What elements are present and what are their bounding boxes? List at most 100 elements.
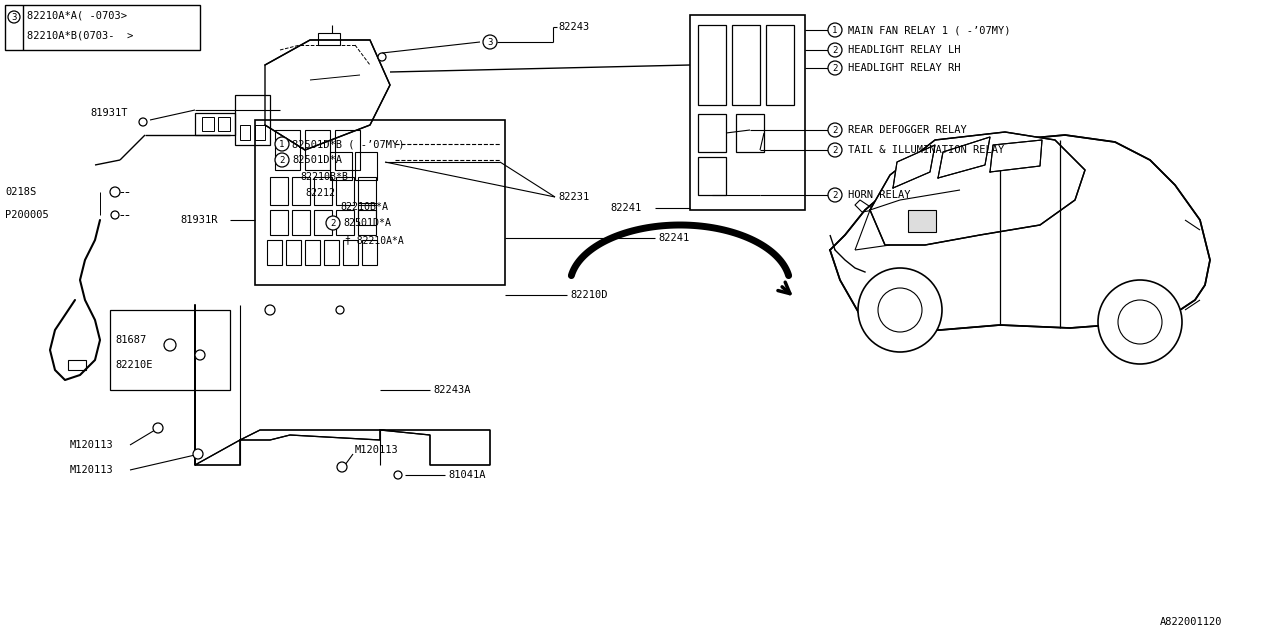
Bar — [314, 210, 332, 235]
Text: † 82210A*A: † 82210A*A — [346, 235, 403, 245]
Bar — [362, 240, 378, 265]
Bar — [358, 177, 376, 205]
Text: M120113: M120113 — [70, 465, 114, 475]
Text: MAIN FAN RELAY 1 ( -’07MY): MAIN FAN RELAY 1 ( -’07MY) — [849, 25, 1010, 35]
Text: 1: 1 — [279, 140, 284, 148]
Polygon shape — [265, 40, 390, 150]
Bar — [314, 177, 332, 205]
Circle shape — [828, 143, 842, 157]
Text: 3: 3 — [488, 38, 493, 47]
Bar — [68, 360, 86, 370]
Polygon shape — [829, 135, 1210, 330]
Text: 82501D*B ( -’07MY): 82501D*B ( -’07MY) — [292, 139, 404, 149]
Circle shape — [164, 339, 177, 351]
Text: 82210A*A( -0703>: 82210A*A( -0703> — [27, 10, 127, 20]
Circle shape — [483, 35, 497, 49]
Circle shape — [337, 462, 347, 472]
Bar — [698, 25, 726, 105]
Circle shape — [326, 216, 340, 230]
Bar — [285, 240, 301, 265]
Circle shape — [828, 61, 842, 75]
Text: HEADLIGHT RELAY LH: HEADLIGHT RELAY LH — [849, 45, 960, 55]
Text: 81041A: 81041A — [448, 470, 485, 480]
Bar — [270, 177, 288, 205]
Circle shape — [1098, 280, 1181, 364]
Text: TAIL & ILLUMINATION RELAY: TAIL & ILLUMINATION RELAY — [849, 145, 1005, 155]
Bar — [305, 240, 320, 265]
Text: 82231: 82231 — [558, 192, 589, 202]
Bar — [270, 210, 288, 235]
Text: HEADLIGHT RELAY RH: HEADLIGHT RELAY RH — [849, 63, 960, 73]
Text: 82210B*A: 82210B*A — [340, 202, 388, 212]
Bar — [698, 114, 726, 152]
Bar — [5, 5, 200, 50]
Text: 81687: 81687 — [115, 335, 146, 345]
Polygon shape — [938, 137, 989, 178]
Bar — [330, 152, 352, 180]
Circle shape — [154, 423, 163, 433]
Bar — [305, 130, 330, 170]
Circle shape — [828, 188, 842, 202]
Bar — [202, 117, 214, 131]
Bar — [337, 210, 355, 235]
Circle shape — [111, 211, 119, 219]
Bar — [765, 25, 794, 105]
Bar — [110, 310, 230, 390]
Text: 2: 2 — [330, 218, 335, 227]
Circle shape — [394, 471, 402, 479]
Text: 1: 1 — [832, 26, 837, 35]
Text: 82210A*B(0703-  >: 82210A*B(0703- > — [27, 30, 133, 40]
Bar — [343, 240, 358, 265]
Text: 82241: 82241 — [658, 233, 689, 243]
Text: HORN RELAY: HORN RELAY — [849, 190, 910, 200]
Circle shape — [828, 43, 842, 57]
Text: 2: 2 — [832, 125, 837, 134]
Bar — [236, 95, 270, 145]
Text: 82210D: 82210D — [570, 290, 608, 300]
Bar — [195, 113, 236, 135]
Text: 82243: 82243 — [558, 22, 589, 32]
Circle shape — [195, 350, 205, 360]
Circle shape — [8, 11, 20, 23]
Text: M120113: M120113 — [70, 440, 114, 450]
Circle shape — [110, 187, 120, 197]
Text: 3: 3 — [12, 13, 17, 22]
Text: A822001120: A822001120 — [1160, 617, 1222, 627]
Circle shape — [828, 123, 842, 137]
Text: 0218S: 0218S — [5, 187, 36, 197]
Polygon shape — [893, 145, 934, 188]
Circle shape — [828, 23, 842, 37]
Text: 2: 2 — [279, 156, 284, 164]
Bar — [908, 210, 936, 232]
Text: 82501D*A: 82501D*A — [292, 155, 342, 165]
Bar — [335, 130, 360, 170]
Polygon shape — [870, 132, 1085, 245]
Circle shape — [140, 118, 147, 126]
Text: 2: 2 — [832, 191, 837, 200]
Text: 82210E: 82210E — [115, 360, 152, 370]
Text: 82241: 82241 — [611, 203, 643, 213]
Bar — [255, 125, 265, 140]
Bar — [358, 210, 376, 235]
Bar — [358, 203, 376, 225]
Circle shape — [337, 306, 344, 314]
Bar — [275, 130, 300, 170]
Text: M120113: M120113 — [355, 445, 399, 455]
Text: 81931R: 81931R — [180, 215, 218, 225]
Bar — [268, 240, 282, 265]
Text: P200005: P200005 — [5, 210, 49, 220]
Bar — [355, 152, 378, 180]
Text: 82243A: 82243A — [433, 385, 471, 395]
Circle shape — [265, 305, 275, 315]
Text: 81931T: 81931T — [90, 108, 128, 118]
Circle shape — [378, 53, 387, 61]
Bar — [241, 125, 250, 140]
Circle shape — [858, 268, 942, 352]
Text: 82212: 82212 — [305, 188, 335, 198]
Text: 2: 2 — [832, 45, 837, 54]
Bar — [732, 25, 760, 105]
Bar — [255, 120, 506, 285]
Bar — [698, 157, 726, 195]
Text: 82210B*B: 82210B*B — [300, 172, 348, 182]
Bar — [736, 114, 764, 152]
